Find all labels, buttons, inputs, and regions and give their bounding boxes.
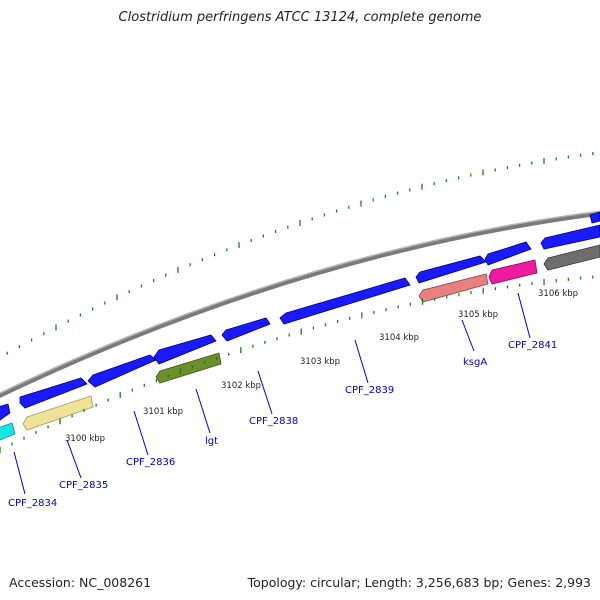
genome-backbone bbox=[0, 210, 600, 398]
reverse-strand-genes bbox=[0, 244, 600, 441]
inner-tick-marks bbox=[0, 275, 594, 453]
gene-reverse-olive[interactable] bbox=[155, 352, 222, 384]
gene-labels: CPF_2834 CPF_2835 CPF_2836 lgt CPF_2838 … bbox=[8, 340, 557, 509]
gene-forward-4[interactable] bbox=[153, 334, 217, 365]
gene-forward-7[interactable] bbox=[415, 255, 487, 284]
connector-cpf-2835 bbox=[66, 439, 82, 479]
gene-reverse-cyan[interactable] bbox=[0, 422, 16, 441]
gene-label-lgt[interactable]: lgt bbox=[205, 436, 218, 447]
scale-label-3102: 3102 kbp bbox=[221, 381, 261, 391]
gene-label-cpf-2839[interactable]: CPF_2839 bbox=[345, 385, 394, 396]
outer-tick-marks bbox=[6, 152, 594, 355]
scale-label-3105: 3105 kbp bbox=[458, 310, 498, 320]
gene-forward-9[interactable] bbox=[540, 224, 600, 250]
gene-label-cpf-2838[interactable]: CPF_2838 bbox=[249, 416, 298, 427]
gene-reverse-magenta[interactable] bbox=[488, 259, 538, 285]
label-connectors bbox=[13, 292, 531, 495]
gene-forward-2[interactable] bbox=[19, 377, 88, 409]
gene-reverse-salmon[interactable] bbox=[418, 273, 489, 303]
scale-labels: 3100 kbp 3101 kbp 3102 kbp 3103 kbp 3104… bbox=[65, 289, 578, 444]
scale-label-3104: 3104 kbp bbox=[379, 333, 419, 343]
connector-cpf-2841 bbox=[517, 292, 531, 339]
gene-forward-5[interactable] bbox=[221, 317, 271, 342]
connector-cpf-2836 bbox=[133, 410, 149, 456]
scale-label-3101: 3101 kbp bbox=[143, 407, 183, 417]
connector-cpf-2839 bbox=[354, 339, 369, 384]
scale-label-3106: 3106 kbp bbox=[538, 289, 578, 299]
genome-backbone-highlight bbox=[0, 210, 600, 395]
map-title: Clostridium perfringens ATCC 13124, comp… bbox=[118, 10, 482, 25]
forward-strand-genes bbox=[0, 211, 600, 421]
gene-label-cpf-2841[interactable]: CPF_2841 bbox=[508, 340, 557, 351]
gene-label-cpf-2835[interactable]: CPF_2835 bbox=[59, 480, 108, 491]
gene-reverse-gray[interactable] bbox=[543, 244, 600, 271]
gene-forward-10[interactable] bbox=[589, 211, 600, 224]
topology-summary-text: Topology: circular; Length: 3,256,683 bp… bbox=[247, 575, 591, 590]
connector-ksga bbox=[461, 319, 475, 352]
gene-label-ksga[interactable]: ksgA bbox=[463, 357, 487, 368]
connector-cpf-2834 bbox=[13, 451, 26, 495]
connector-lgt bbox=[195, 388, 211, 434]
gene-forward-3[interactable] bbox=[87, 354, 157, 388]
accession-text: Accession: NC_008261 bbox=[9, 575, 152, 590]
gene-forward-6[interactable] bbox=[279, 277, 411, 325]
gene-forward-8[interactable] bbox=[484, 241, 532, 266]
connector-cpf-2838 bbox=[257, 370, 273, 415]
scale-label-3100: 3100 kbp bbox=[65, 434, 105, 444]
gene-forward-1[interactable] bbox=[0, 403, 11, 421]
gene-label-cpf-2834[interactable]: CPF_2834 bbox=[8, 498, 57, 509]
scale-label-3103: 3103 kbp bbox=[300, 357, 340, 367]
gene-label-cpf-2836[interactable]: CPF_2836 bbox=[126, 457, 175, 468]
